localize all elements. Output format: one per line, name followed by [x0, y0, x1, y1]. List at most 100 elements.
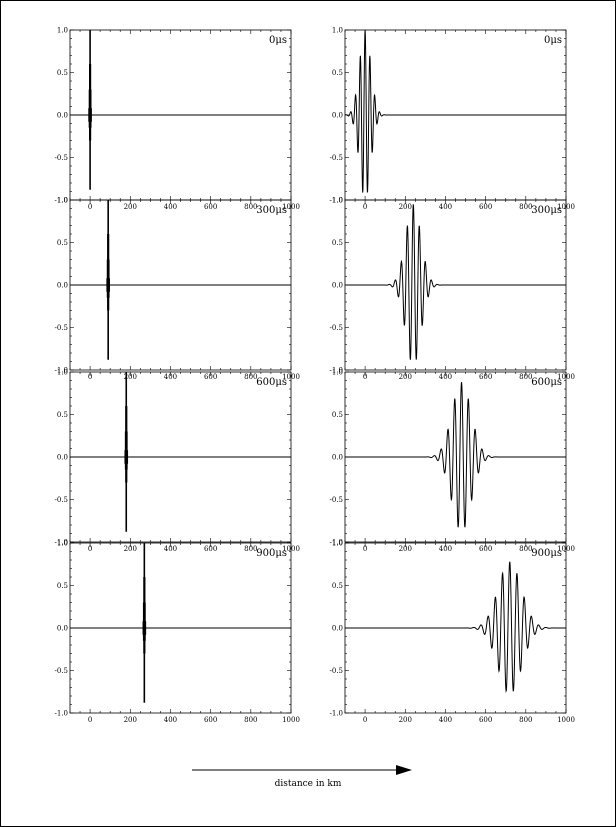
x-tick-label: 200 [399, 203, 412, 211]
signal-wave-packet [345, 204, 566, 360]
x-tick-label: 600 [204, 203, 217, 211]
y-tick-label: 0.0 [57, 625, 68, 633]
time-label: 600μs [531, 377, 562, 388]
x-tick-label: 400 [164, 203, 177, 211]
y-tick-label: 0.0 [57, 112, 68, 120]
time-label: 600μs [256, 377, 287, 388]
x-tick-label: 200 [124, 545, 137, 553]
y-tick-label: 0.0 [332, 625, 343, 633]
x-tick-label: 0 [363, 373, 367, 381]
time-label: 300μs [256, 205, 287, 216]
y-tick-label: 1.0 [57, 197, 68, 205]
x-tick-label: 800 [244, 373, 257, 381]
x-tick-label: 200 [399, 545, 412, 553]
y-tick-label: 0.0 [332, 454, 343, 462]
panel-left-4: 0 200 400 600 800 1000 1.0 0.5 0.0 -0.5 -1.0 900μs [55, 540, 300, 725]
panel-right-4: 0 200 400 600 800 1000 1.0 0.5 0.0 -0.5 -1.0 900μs [330, 540, 575, 725]
y-tick-label: 1.0 [57, 369, 68, 377]
x-tick-label: 200 [124, 716, 137, 724]
x-tick-label: 800 [244, 716, 257, 724]
x-tick-label: 800 [244, 203, 257, 211]
signal-core-block [89, 108, 92, 122]
signal-core-block [125, 450, 128, 464]
y-tick-label: 1.0 [332, 540, 343, 548]
y-tick-label: -1.0 [330, 710, 344, 718]
signal-wave-packet [345, 561, 566, 693]
x-tick-label: 0 [88, 373, 92, 381]
x-tick-label: 400 [164, 716, 177, 724]
direction-arrow [192, 765, 412, 775]
x-tick-label: 400 [164, 373, 177, 381]
y-tick-label: 1.0 [332, 27, 343, 35]
y-tick-label: 0.5 [332, 582, 343, 590]
x-tick-label: 200 [124, 203, 137, 211]
y-tick-label: 0.0 [332, 282, 343, 290]
x-tick-label: 600 [479, 373, 492, 381]
x-tick-label: 0 [88, 545, 92, 553]
x-tick-label: 600 [204, 373, 217, 381]
x-tick-label: 600 [479, 716, 492, 724]
x-tick-label: 1000 [557, 716, 575, 724]
arrow-head [396, 765, 412, 775]
time-label: 300μs [531, 205, 562, 216]
signal-wave-packet [344, 30, 566, 194]
y-tick-label: -0.5 [55, 154, 69, 162]
x-tick-label: 1000 [282, 716, 300, 724]
x-tick-label: 800 [244, 545, 257, 553]
y-tick-label: -1.0 [55, 539, 69, 547]
x-tick-label: 400 [439, 545, 452, 553]
time-label: 900μs [256, 548, 287, 559]
x-tick-label: 200 [399, 373, 412, 381]
y-tick-label: 0.5 [57, 582, 68, 590]
distance-caption: distance in km [274, 779, 342, 789]
x-tick-label: 0 [363, 203, 367, 211]
y-tick-label: -0.5 [55, 496, 69, 504]
y-tick-label: 0.5 [57, 411, 68, 419]
y-tick-label: -0.5 [330, 154, 344, 162]
y-tick-label: 0.0 [332, 112, 343, 120]
time-label: 0μs [544, 35, 562, 46]
x-tick-label: 400 [439, 203, 452, 211]
y-tick-label: 1.0 [332, 197, 343, 205]
x-tick-label: 600 [479, 545, 492, 553]
x-tick-label: 200 [124, 373, 137, 381]
x-tick-label: 600 [204, 716, 217, 724]
y-tick-label: -0.5 [55, 324, 69, 332]
x-tick-label: 400 [439, 716, 452, 724]
y-tick-label: 1.0 [57, 540, 68, 548]
x-tick-label: 0 [363, 545, 367, 553]
x-tick-label: 400 [164, 545, 177, 553]
y-tick-label: -0.5 [330, 667, 344, 675]
x-tick-label: 400 [439, 373, 452, 381]
signal-wave-packet [345, 381, 566, 528]
y-tick-label: 1.0 [332, 369, 343, 377]
x-tick-label: 200 [399, 716, 412, 724]
x-tick-label: 800 [519, 203, 532, 211]
y-tick-label: -1.0 [330, 539, 344, 547]
y-tick-label: 0.5 [57, 69, 68, 77]
y-tick-label: -0.5 [330, 324, 344, 332]
x-tick-label: 600 [204, 545, 217, 553]
y-tick-label: 0.5 [57, 239, 68, 247]
x-tick-label: 800 [519, 373, 532, 381]
y-tick-label: 0.5 [332, 69, 343, 77]
y-tick-label: 1.0 [57, 27, 68, 35]
time-label: 0μs [269, 35, 287, 46]
x-tick-label: 800 [519, 545, 532, 553]
y-tick-label: -1.0 [55, 197, 69, 205]
y-tick-label: 0.0 [57, 282, 68, 290]
y-tick-label: -1.0 [330, 367, 344, 375]
y-tick-label: -1.0 [330, 197, 344, 205]
x-tick-label: 0 [88, 203, 92, 211]
y-tick-label: -1.0 [55, 710, 69, 718]
y-tick-label: 0.0 [57, 454, 68, 462]
y-tick-label: 0.5 [332, 411, 343, 419]
x-tick-label: 0 [363, 716, 367, 724]
